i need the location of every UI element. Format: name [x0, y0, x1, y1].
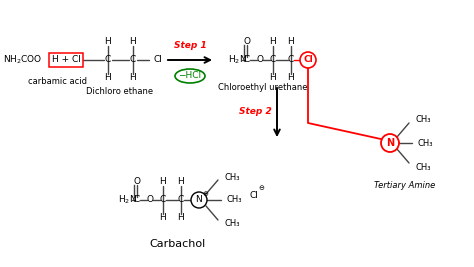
Text: O: O: [134, 176, 140, 186]
Text: ⊖: ⊖: [258, 185, 264, 191]
Text: Cl: Cl: [303, 56, 313, 65]
Text: Tertiary Amine: Tertiary Amine: [374, 180, 436, 190]
Text: O: O: [256, 56, 264, 65]
Circle shape: [300, 52, 316, 68]
Text: H: H: [288, 37, 294, 46]
Circle shape: [381, 134, 399, 152]
Text: H$_2$N: H$_2$N: [118, 194, 137, 206]
Text: Step 1: Step 1: [173, 41, 206, 50]
Text: N: N: [386, 138, 394, 148]
Text: C: C: [288, 56, 294, 65]
Text: −HCl: −HCl: [178, 72, 201, 80]
Text: carbamic acid: carbamic acid: [28, 77, 87, 87]
Text: C: C: [178, 195, 184, 205]
Text: C: C: [270, 56, 276, 65]
Text: CH₃: CH₃: [416, 115, 431, 124]
Text: H: H: [270, 73, 276, 83]
Text: H: H: [178, 178, 184, 187]
Text: Dichloro ethane: Dichloro ethane: [86, 88, 154, 96]
Text: H + Cl: H + Cl: [52, 56, 81, 65]
Text: C: C: [244, 56, 250, 65]
Text: Cl: Cl: [250, 191, 258, 201]
Text: C: C: [105, 56, 111, 65]
Text: H: H: [160, 178, 166, 187]
Circle shape: [191, 192, 207, 208]
Text: N: N: [196, 195, 202, 205]
FancyBboxPatch shape: [49, 53, 83, 67]
Text: H$_2$N: H$_2$N: [228, 54, 247, 66]
Text: H: H: [178, 214, 184, 222]
Text: Step 2: Step 2: [238, 108, 272, 116]
Text: H: H: [105, 37, 111, 46]
Text: CH₃: CH₃: [418, 139, 434, 147]
Text: CH₃: CH₃: [225, 172, 240, 182]
Text: CH₃: CH₃: [225, 218, 240, 227]
Text: Carbachol: Carbachol: [150, 239, 206, 249]
Text: Cl: Cl: [154, 56, 163, 65]
Text: C: C: [134, 195, 140, 205]
Text: H: H: [129, 73, 137, 83]
Text: H: H: [160, 214, 166, 222]
Text: NH$_2$COO: NH$_2$COO: [3, 54, 42, 66]
Text: Chloroethyl urethane: Chloroethyl urethane: [218, 84, 308, 92]
Text: ⊕: ⊕: [202, 191, 208, 197]
Ellipse shape: [175, 69, 205, 83]
Text: H: H: [288, 73, 294, 83]
Text: CH₃: CH₃: [227, 195, 243, 205]
Text: H: H: [270, 37, 276, 46]
Text: H: H: [129, 37, 137, 46]
Text: O: O: [244, 37, 250, 45]
Text: C: C: [130, 56, 136, 65]
Text: CH₃: CH₃: [416, 163, 431, 171]
Text: O: O: [146, 195, 154, 205]
Text: C: C: [160, 195, 166, 205]
Text: H: H: [105, 73, 111, 83]
